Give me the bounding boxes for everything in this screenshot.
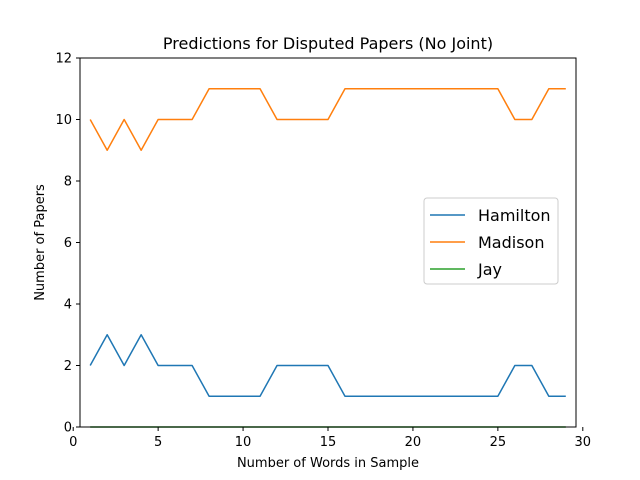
legend-entries: Hamilton Madison Jay (430, 206, 551, 279)
y-tick-label: 0 (64, 421, 72, 436)
legend: Hamilton Madison Jay (423, 197, 559, 285)
y-tick-label: 2 (64, 359, 72, 374)
legend-label-hamilton: Hamilton (478, 206, 551, 225)
plot-frame (79, 57, 577, 428)
y-tick-label: 4 (64, 298, 72, 313)
legend-label-madison: Madison (478, 233, 544, 252)
chart-title: Predictions for Disputed Papers (No Join… (163, 34, 493, 53)
legend-box (423, 197, 559, 285)
y-tick-label: 12 (55, 52, 72, 67)
x-axis-label: Number of Words in Sample (237, 456, 419, 471)
y-axis-label: Number of Papers (33, 184, 48, 301)
x-tick-label: 5 (154, 435, 162, 450)
ticks-layer: 0 5 10 15 20 25 30 0 2 4 6 8 10 12 (55, 52, 591, 451)
x-tick-label: 20 (405, 435, 422, 450)
y-tick-label: 8 (64, 175, 72, 190)
x-tick-label: 0 (69, 435, 77, 450)
x-tick-label: 30 (575, 435, 592, 450)
y-tick-label: 10 (55, 113, 72, 128)
series-line-hamilton (89, 334, 566, 397)
y-tick-label: 6 (64, 236, 72, 251)
x-tick-label: 10 (235, 435, 252, 450)
series-line-madison (89, 88, 566, 151)
x-tick-label: 25 (490, 435, 507, 450)
x-tick-label: 15 (320, 435, 337, 450)
legend-label-jay: Jay (477, 260, 502, 279)
